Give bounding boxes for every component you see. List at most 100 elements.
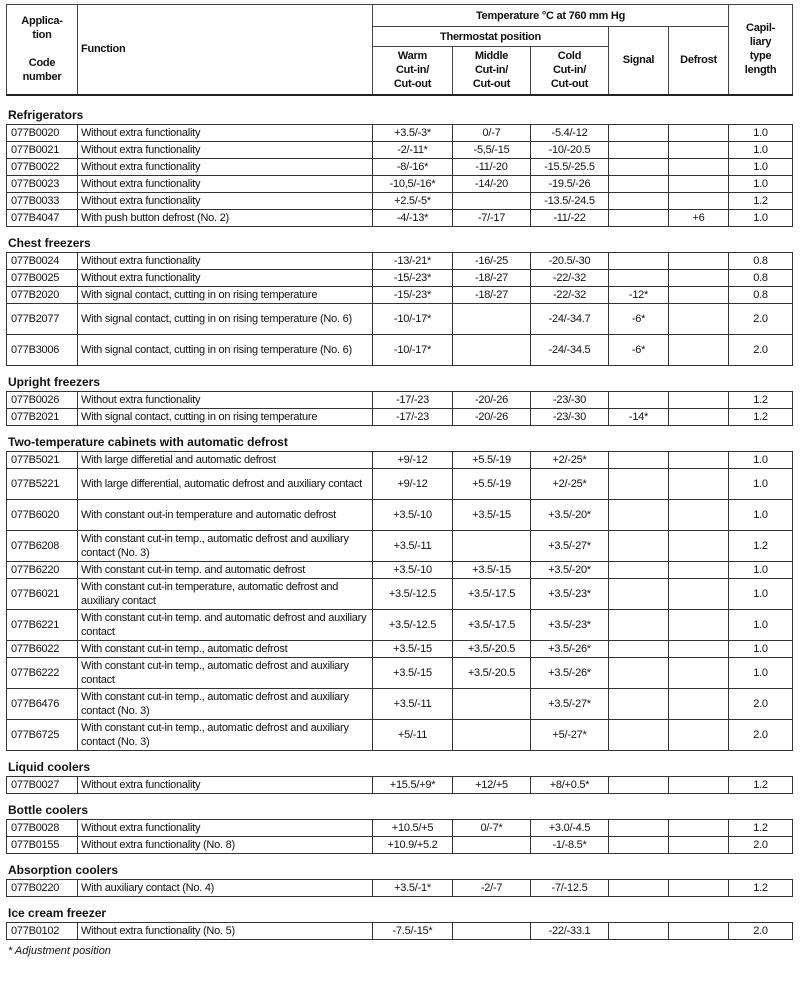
- cell-cold: -24/-34.7: [530, 302, 609, 335]
- cell-cold: +8/+0.5*: [530, 775, 609, 794]
- cell-defrost: [668, 687, 729, 720]
- cell-code-number: 077B5221: [6, 467, 78, 500]
- cell-function: With constant out-in temperature and aut…: [77, 498, 373, 531]
- cell-code-number: 077B6221: [6, 608, 78, 641]
- cell-code-number: 077B6222: [6, 656, 78, 689]
- cell-signal: [608, 390, 669, 409]
- section-table: 077B0026 Without extra functionality -17/-…: [6, 390, 793, 426]
- cell-warm: +15.5/+9*: [372, 775, 453, 794]
- cell-middle: -2/-7: [452, 878, 531, 897]
- cell-code-number: 077B6021: [6, 577, 78, 610]
- cell-defrost: [668, 529, 729, 562]
- cell-signal: [608, 577, 669, 610]
- cell-signal: [608, 268, 669, 287]
- section-table: 077B0102 Without extra functionality (No.…: [6, 921, 793, 940]
- cell-function: With signal contact, cutting in on risin…: [77, 333, 373, 366]
- cell-warm: +9/-12: [372, 467, 453, 500]
- cell-cold: -19.5/-26: [530, 174, 609, 193]
- cell-middle: +5.5/-19: [452, 450, 531, 469]
- table-row: 077B6221 With constant cut-in temp. and a…: [6, 608, 793, 641]
- cell-capillary-length: 1.0: [728, 123, 793, 142]
- cell-signal: [608, 818, 669, 837]
- cell-code-number: 077B2077: [6, 302, 78, 335]
- cell-warm: +5/-11: [372, 718, 453, 751]
- cell-middle: -7/-17: [452, 208, 531, 227]
- cell-code-number: 077B6725: [6, 718, 78, 751]
- cell-capillary-length: 2.0: [728, 718, 793, 751]
- cell-capillary-length: 1.0: [728, 450, 793, 469]
- cell-capillary-length: 1.2: [728, 390, 793, 409]
- cell-signal: [608, 467, 669, 500]
- cell-capillary-length: 1.0: [728, 498, 793, 531]
- cell-function: Without extra functionality: [77, 157, 373, 176]
- cell-middle: +3.5/-17.5: [452, 577, 531, 610]
- cell-cold: +3.5/-23*: [530, 577, 609, 610]
- table-row: 077B4047 With push button defrost (No. 2)…: [6, 208, 793, 227]
- cell-middle: +3.5/-20.5: [452, 656, 531, 689]
- table-row: 077B0025 Without extra functionality -15/-…: [6, 268, 793, 287]
- cell-signal: [608, 157, 669, 176]
- cell-code-number: 077B6476: [6, 687, 78, 720]
- cell-capillary-length: 1.0: [728, 577, 793, 610]
- cell-code-number: 077B6208: [6, 529, 78, 562]
- cell-cold: +3.5/-26*: [530, 656, 609, 689]
- cell-middle: +3.5/-20.5: [452, 639, 531, 658]
- cell-signal: [608, 921, 669, 940]
- cell-middle: +3.5/-15: [452, 498, 531, 531]
- cell-function: Without extra functionality: [77, 268, 373, 287]
- cell-defrost: [668, 639, 729, 658]
- cell-signal: -6*: [608, 302, 669, 335]
- cell-signal: [608, 450, 669, 469]
- table-row: 077B5221 With large differential, automat…: [6, 467, 793, 500]
- table-row: 077B0026 Without extra functionality -17/-…: [6, 390, 793, 409]
- table-row: 077B6725 With constant cut-in temp., auto…: [6, 718, 793, 751]
- cell-capillary-length: 2.0: [728, 835, 793, 854]
- cell-warm: +2.5/-5*: [372, 191, 453, 210]
- cell-code-number: 077B2020: [6, 285, 78, 304]
- header-defrost: Defrost: [667, 26, 730, 95]
- cell-function: Without extra functionality: [77, 251, 373, 270]
- section-table: 077B0220 With auxiliary contact (No. 4) +3…: [6, 878, 793, 897]
- cell-defrost: [668, 123, 729, 142]
- table-row: 077B2021 With signal contact, cutting in …: [6, 407, 793, 426]
- cell-capillary-length: 1.0: [728, 560, 793, 579]
- cell-signal: -12*: [608, 285, 669, 304]
- cell-defrost: [668, 268, 729, 287]
- cell-function: Without extra functionality: [77, 140, 373, 159]
- cell-warm: +10.9/+5.2: [372, 835, 453, 854]
- cell-code-number: 077B5021: [6, 450, 78, 469]
- cell-middle: -5,5/-15: [452, 140, 531, 159]
- cell-capillary-length: 1.2: [728, 878, 793, 897]
- cell-capillary-length: 2.0: [728, 921, 793, 940]
- cell-middle: [452, 529, 531, 562]
- cell-function: With constant cut-in temperature, automa…: [77, 577, 373, 610]
- cell-code-number: 077B0220: [6, 878, 78, 897]
- cell-defrost: [668, 333, 729, 366]
- cell-defrost: [668, 608, 729, 641]
- cell-cold: -5.4/-12: [530, 123, 609, 142]
- cell-warm: -10/-17*: [372, 333, 453, 366]
- cell-capillary-length: 0.8: [728, 285, 793, 304]
- cell-function: With constant cut-in temp. and automatic…: [77, 608, 373, 641]
- cell-capillary-length: 2.0: [728, 302, 793, 335]
- cell-function: With push button defrost (No. 2): [77, 208, 373, 227]
- cell-defrost: [668, 174, 729, 193]
- cell-warm: -17/-23: [372, 390, 453, 409]
- cell-code-number: 077B0020: [6, 123, 78, 142]
- cell-defrost: [668, 140, 729, 159]
- cell-cold: -24/-34.5: [530, 333, 609, 366]
- section-table: 077B5021 With large differetial and autom…: [6, 450, 793, 751]
- cell-warm: +3.5/-1*: [372, 878, 453, 897]
- cell-defrost: [668, 467, 729, 500]
- cell-cold: -22/-32: [530, 285, 609, 304]
- cell-warm: +3.5/-15: [372, 656, 453, 689]
- cell-code-number: 077B0155: [6, 835, 78, 854]
- cell-defrost: [668, 191, 729, 210]
- cell-code-number: 077B0027: [6, 775, 78, 794]
- table-row: 077B6222 With constant cut-in temp., auto…: [6, 656, 793, 689]
- cell-middle: -20/-26: [452, 390, 531, 409]
- cell-signal: [608, 639, 669, 658]
- cell-signal: [608, 835, 669, 854]
- cell-signal: [608, 208, 669, 227]
- table-row: 077B6476 With constant cut-in temp., auto…: [6, 687, 793, 720]
